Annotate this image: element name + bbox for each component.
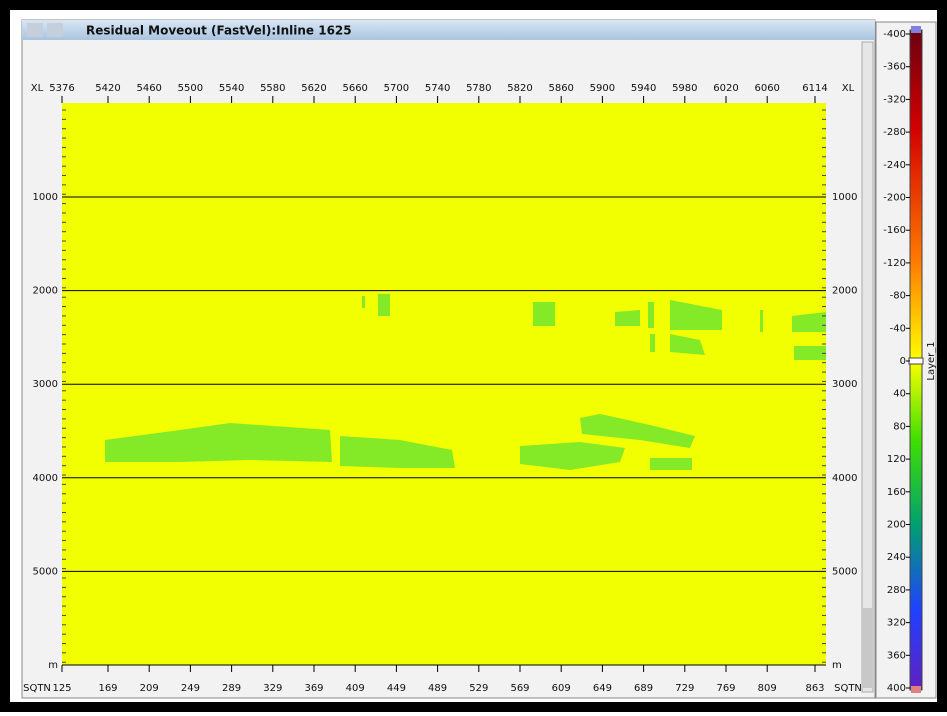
top-axis-label: 5620 — [301, 83, 326, 94]
colorbar-label: -120 — [883, 258, 906, 269]
nav-button[interactable] — [47, 23, 63, 37]
depth-label: 1000 — [33, 192, 58, 203]
bottom-axis-label: SQTN — [834, 683, 862, 694]
bottom-axis-label: 289 — [222, 683, 241, 694]
title-bar — [22, 20, 875, 40]
top-axis-label: 6020 — [713, 83, 738, 94]
bottom-axis-label: 649 — [593, 683, 612, 694]
top-axis-label: 5900 — [590, 83, 615, 94]
depth-label: 3000 — [832, 379, 857, 390]
scrollbar[interactable] — [861, 41, 874, 693]
bottom-axis-label: SQTN — [23, 683, 51, 694]
window-title: Residual Moveout (FastVel):Inline 1625 — [86, 24, 352, 38]
colorbar-label: 0 — [900, 356, 906, 367]
colorbar-label: 320 — [887, 618, 906, 629]
axes — [62, 109, 826, 666]
depth-label: 2000 — [33, 286, 58, 297]
bottom-axis-label: 863 — [805, 683, 824, 694]
colorbar-label: 240 — [887, 552, 906, 563]
depth-label: m — [832, 660, 842, 671]
depth-label: 4000 — [832, 473, 857, 484]
bottom-axis-label: 409 — [346, 683, 365, 694]
colorbar-label: 200 — [887, 520, 906, 531]
anomalies — [105, 294, 826, 470]
depth-label: 5000 — [33, 566, 58, 577]
bottom-axis-label: 125 — [52, 683, 71, 694]
bottom-axis-label: 609 — [552, 683, 571, 694]
bottom-axis-label: 529 — [469, 683, 488, 694]
depth-label: m — [48, 660, 58, 671]
top-axis-label: 5540 — [219, 83, 244, 94]
bottom-axis-label: 729 — [675, 683, 694, 694]
colorbar-label: 40 — [893, 389, 906, 400]
top-axis-label: 5460 — [136, 83, 161, 94]
colorbar-label: 160 — [887, 487, 906, 498]
top-axis-label: 6060 — [754, 83, 779, 94]
colorbar-label: -40 — [890, 323, 906, 334]
top-axis-label: XL — [842, 83, 855, 94]
bottom-axis-label: 689 — [634, 683, 653, 694]
bottom-axis-label: 209 — [140, 683, 159, 694]
colorbar-label: -160 — [883, 225, 906, 236]
top-axis-label: 5860 — [548, 83, 573, 94]
colorbar-label: -320 — [883, 94, 906, 105]
top-axis-label: 5660 — [342, 83, 367, 94]
colorbar-label: -240 — [883, 160, 906, 171]
top-axis-label: 6114 — [802, 83, 827, 94]
depth-label: 3000 — [33, 379, 58, 390]
bottom-axis-label: 489 — [428, 683, 447, 694]
colorbar-panel — [875, 21, 937, 699]
nav-button[interactable] — [27, 23, 43, 37]
colorbar-label: 120 — [887, 454, 906, 465]
top-axis-label: 5780 — [466, 83, 491, 94]
bottom-axis-label: 249 — [181, 683, 200, 694]
colorbar-label: -360 — [883, 62, 906, 73]
top-axis-label: 5940 — [631, 83, 656, 94]
colorbar-handle[interactable] — [911, 26, 921, 33]
top-axis-label: 5376 — [49, 83, 74, 94]
colorbar-label: -200 — [883, 193, 906, 204]
colorbar-marker[interactable] — [908, 357, 924, 365]
layer-label: Layer_1 — [926, 341, 937, 380]
colorbar-label: 400 — [887, 683, 906, 694]
bottom-axis-label: 809 — [758, 683, 777, 694]
bottom-axis-label: 329 — [263, 683, 282, 694]
bottom-axis-label: 169 — [98, 683, 117, 694]
depth-label: 5000 — [832, 566, 857, 577]
depth-label: 1000 — [832, 192, 857, 203]
depth-label: 4000 — [33, 473, 58, 484]
bottom-axis-label: 569 — [510, 683, 529, 694]
colorbar-label: 280 — [887, 585, 906, 596]
top-axis-label: 5420 — [95, 83, 120, 94]
scroll-thumb[interactable] — [862, 608, 873, 688]
top-axis-label: 5980 — [672, 83, 697, 94]
colorbar-label: -400 — [883, 29, 906, 40]
top-axis-label: 5500 — [178, 83, 203, 94]
top-axis-label: 5700 — [384, 83, 409, 94]
depth-label: 2000 — [832, 286, 857, 297]
bottom-axis-label: 369 — [304, 683, 323, 694]
top-axis-label: 5820 — [507, 83, 532, 94]
bottom-axis-label: 769 — [716, 683, 735, 694]
bottom-axis-label: 449 — [387, 683, 406, 694]
colorbar-handle[interactable] — [911, 686, 921, 693]
top-axis-label: XL — [31, 83, 44, 94]
colorbar-label: -280 — [883, 127, 906, 138]
top-axis-label: 5740 — [425, 83, 450, 94]
top-axis-label: 5580 — [260, 83, 285, 94]
colorbar-label: 80 — [893, 421, 906, 432]
colorbar-label: -80 — [890, 291, 906, 302]
colorbar-label: 360 — [887, 650, 906, 661]
